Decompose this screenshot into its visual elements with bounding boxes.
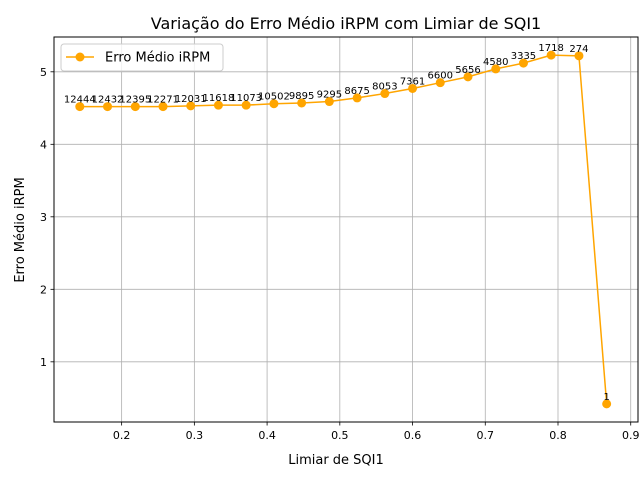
data-point-label: 12271 [147, 95, 179, 106]
point-labels: 1244412432123951227112031116181107310502… [64, 43, 610, 403]
data-point [602, 399, 612, 409]
data-point-label: 12395 [119, 95, 151, 106]
data-point [574, 51, 584, 61]
data-point [352, 93, 362, 103]
data-point [75, 102, 85, 112]
data-point [408, 83, 418, 93]
data-point [435, 78, 445, 88]
data-point-label: 9895 [289, 91, 314, 102]
data-point-label: 3335 [511, 51, 536, 62]
data-point [186, 101, 196, 111]
data-point [158, 102, 168, 112]
data-point-label: 9295 [317, 90, 342, 101]
chart-title: Variação do Erro Médio iRPM com Limiar d… [151, 14, 541, 33]
data-point-label: 274 [569, 44, 588, 55]
data-point-label: 12444 [64, 95, 96, 106]
data-point [297, 98, 307, 108]
y-axis-label: Erro Médio iRPM [13, 177, 28, 282]
x-tick-label: 0.7 [477, 429, 495, 442]
data-point [241, 100, 251, 110]
data-point-label: 8675 [344, 86, 369, 97]
data-point [546, 50, 556, 60]
legend-entry-label: Erro Médio iRPM [105, 51, 210, 66]
data-point [269, 99, 279, 109]
legend: Erro Médio iRPM [60, 43, 224, 72]
x-tick-label: 0.4 [258, 429, 276, 442]
data-point-label: 11618 [203, 93, 235, 104]
x-tick-label: 0.3 [186, 429, 204, 442]
y-tick-label: 3 [40, 211, 47, 224]
data-point [103, 102, 113, 112]
data-point [518, 58, 528, 68]
legend-marker [75, 52, 85, 62]
x-axis-ticks: 0.2 0.3 0.4 0.5 0.6 0.7 0.8 0.9 [113, 422, 640, 442]
legend-box [60, 43, 224, 72]
y-tick-label: 4 [40, 138, 47, 151]
x-axis-label: Limiar de SQI1 [288, 453, 384, 468]
data-point-label: 4580 [483, 57, 508, 68]
data-point-label: 12031 [175, 94, 207, 105]
data-point-label: 12432 [92, 95, 124, 106]
data-point-label: 5656 [455, 65, 480, 76]
y-tick-label: 1 [40, 356, 47, 369]
x-tick-label: 0.6 [404, 429, 422, 442]
data-point-label: 8053 [372, 82, 397, 93]
x-tick-label: 0.2 [113, 429, 131, 442]
y-tick-label: 5 [40, 66, 47, 79]
data-point [463, 72, 473, 82]
data-point [324, 97, 334, 107]
grid-lines [54, 37, 638, 422]
data-point [130, 102, 140, 112]
data-point-label: 7361 [400, 76, 425, 87]
series-layer [75, 50, 612, 409]
data-point-label: 6600 [428, 71, 453, 82]
plot-frame [53, 36, 639, 423]
y-axis-ticks: 1 2 3 4 5 [40, 66, 54, 369]
x-tick-label: 0.9 [622, 429, 640, 442]
data-point [380, 89, 390, 99]
data-point [491, 64, 501, 74]
data-point-label: 1 [603, 392, 609, 403]
x-tick-label: 0.5 [331, 429, 349, 442]
data-point-label: 1718 [538, 43, 563, 54]
series-line [79, 54, 608, 404]
y-tick-label: 2 [40, 283, 47, 296]
data-point-label: 11073 [230, 93, 262, 104]
data-point-label: 10502 [258, 92, 290, 103]
x-tick-label: 0.8 [549, 429, 567, 442]
data-point [213, 100, 223, 110]
